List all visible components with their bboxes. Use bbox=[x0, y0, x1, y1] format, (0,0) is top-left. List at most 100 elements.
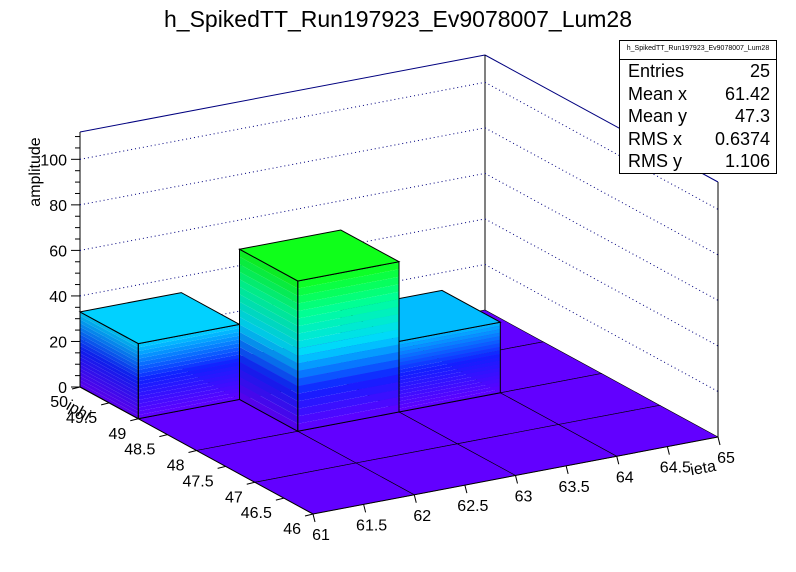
x-tick bbox=[717, 436, 721, 446]
x-tick bbox=[515, 475, 518, 484]
y-tick bbox=[188, 450, 197, 453]
z-tick-label: 40 bbox=[49, 289, 67, 306]
lego-bar-62-48-side-band bbox=[239, 249, 298, 289]
x-tick-label: 61.5 bbox=[356, 517, 387, 534]
lego-bar-63-48-front-band bbox=[399, 343, 501, 367]
lego-bar-62-48-front-band bbox=[297, 284, 399, 311]
x-tick-label: 62 bbox=[413, 508, 431, 525]
lego-bar-62-48-side-band bbox=[239, 309, 298, 349]
lego-bar-63-48-front-band bbox=[399, 382, 501, 405]
lego-bar-63-48-front-band bbox=[399, 375, 501, 398]
stats-row-mean-y: Mean y 47.3 bbox=[620, 105, 776, 128]
chart-title: h_SpikedTT_Run197923_Ev9078007_Lum28 bbox=[163, 6, 633, 32]
lego-bar-62-48-front-band bbox=[297, 397, 399, 424]
lego-bar-61-49-side-band bbox=[80, 356, 139, 393]
lego-bar-61-49-front-band bbox=[138, 343, 240, 367]
lego-bar-63-48-front-band bbox=[399, 368, 501, 391]
lego-bar-62-48-front-band bbox=[297, 306, 399, 334]
z-tick-label: 80 bbox=[49, 198, 67, 215]
y-tick bbox=[101, 402, 110, 406]
lego-bar-61-49-front-band bbox=[138, 388, 240, 412]
lego-bar-61-49-front-band bbox=[138, 328, 240, 352]
lego-bar-61-49-front-band bbox=[138, 358, 240, 382]
stats-label: Mean x bbox=[628, 83, 688, 104]
lego-bar-62-48-front-band bbox=[297, 351, 399, 379]
lego-bar-61-49-front-band bbox=[138, 350, 240, 374]
lego-bar-62-48-front-band bbox=[297, 261, 399, 289]
x-tick-label: 63.5 bbox=[559, 479, 590, 496]
lego-bar-62-48-side-band bbox=[239, 377, 298, 417]
lego-bar-63-48-front-band bbox=[399, 378, 501, 402]
stats-label: RMS x bbox=[628, 128, 682, 149]
frame-top-back-edge bbox=[79, 54, 486, 133]
lego-bar-62-48-side-band bbox=[239, 279, 298, 319]
lego-bar-61-49-side-band bbox=[80, 368, 139, 404]
x-tick bbox=[312, 513, 316, 523]
y-tick-label: 46.5 bbox=[241, 505, 272, 522]
lego-bar-61-49-front-band bbox=[138, 346, 240, 370]
lego-bar-61-49-front-band bbox=[138, 354, 240, 378]
lego-bar-61-49-side-band bbox=[80, 345, 139, 382]
lego-bar-61-49-front-band bbox=[138, 365, 240, 389]
lego-bar-63-48-front-band bbox=[399, 357, 501, 381]
x-tick bbox=[616, 456, 620, 465]
lego-bar-62-48-top bbox=[238, 229, 401, 282]
lego-bar-63-48-front-band bbox=[399, 361, 501, 384]
y-tick bbox=[246, 481, 255, 485]
x-tick bbox=[363, 504, 367, 513]
y-tick-label: 48.5 bbox=[124, 442, 155, 459]
x-tick bbox=[413, 494, 417, 503]
z-tick-label: 20 bbox=[49, 334, 67, 351]
stats-row-rms-x: RMS x 0.6374 bbox=[620, 128, 776, 151]
stats-label: Entries bbox=[628, 61, 685, 81]
stats-value: 1.106 bbox=[724, 151, 770, 171]
lego-bar-62-48-front-band bbox=[297, 336, 399, 364]
lego-bar-62-48-front-band bbox=[297, 404, 399, 432]
z-axis-label: amplitude bbox=[27, 137, 44, 206]
lego-bar-61-49-side-band bbox=[80, 330, 139, 367]
x-tick-label: 62.5 bbox=[457, 498, 488, 515]
lego-bar-61-49-side-band bbox=[80, 383, 139, 419]
lego-bar-61-49-front-band bbox=[138, 384, 240, 408]
stats-row-rms-y: RMS y 1.106 bbox=[620, 150, 776, 173]
lego-bar-62-48-side-band bbox=[239, 384, 298, 424]
lego-bar-63-48-front-band bbox=[399, 325, 501, 349]
x-tick-label: 64.5 bbox=[660, 460, 691, 477]
lego-bar-61-49-front-band bbox=[138, 380, 240, 404]
stats-value: 25 bbox=[749, 61, 770, 81]
lego-bar-61-49-side-band bbox=[80, 319, 139, 355]
lego-bar-61-49-side-band bbox=[80, 341, 139, 378]
gridline bbox=[484, 172, 719, 301]
lego-bar-62-48-side-band bbox=[239, 392, 298, 432]
lego-bar-61-49-side-band bbox=[80, 323, 139, 359]
y-tick bbox=[304, 513, 314, 517]
stats-label: Mean y bbox=[628, 106, 688, 126]
gridline bbox=[484, 264, 719, 392]
gridline bbox=[79, 81, 486, 160]
gridline bbox=[484, 81, 719, 210]
lego-bar-62-48-front-band bbox=[297, 269, 399, 296]
y-tick bbox=[275, 497, 284, 501]
y-tick-label: 50 bbox=[50, 394, 68, 411]
lego-bar-62-48-front-band bbox=[297, 366, 399, 394]
lego-bar-61-49-front-band bbox=[138, 324, 240, 348]
gridline bbox=[79, 218, 486, 297]
lego-bar-62-48-front-band bbox=[297, 291, 399, 319]
lego-bar-61-49-front-band bbox=[138, 331, 240, 355]
lego-bar-62-48-side-band bbox=[239, 339, 298, 379]
lego-bar-62-48-side-band bbox=[239, 264, 298, 304]
stats-label: RMS y bbox=[628, 151, 682, 171]
lego-bar-62-48-side-band bbox=[239, 331, 298, 372]
lego-bar-63-48-front-band bbox=[399, 350, 501, 374]
y-tick-label: 49 bbox=[108, 426, 126, 443]
y-tick bbox=[217, 465, 226, 469]
lego-bar-63-48-front-band bbox=[399, 389, 501, 412]
lego-bar-61-49-side-band bbox=[80, 364, 139, 400]
x-axis-label: ieta bbox=[689, 458, 717, 479]
gridline bbox=[79, 127, 486, 206]
lego-bar-63-48-front-band bbox=[399, 346, 501, 370]
lego-bar-62-48-front-band bbox=[297, 374, 399, 402]
lego-bar-61-49-front-band bbox=[138, 369, 240, 393]
x-tick-label: 63 bbox=[515, 489, 533, 506]
lego-bar-63-48-front-band bbox=[399, 385, 501, 409]
